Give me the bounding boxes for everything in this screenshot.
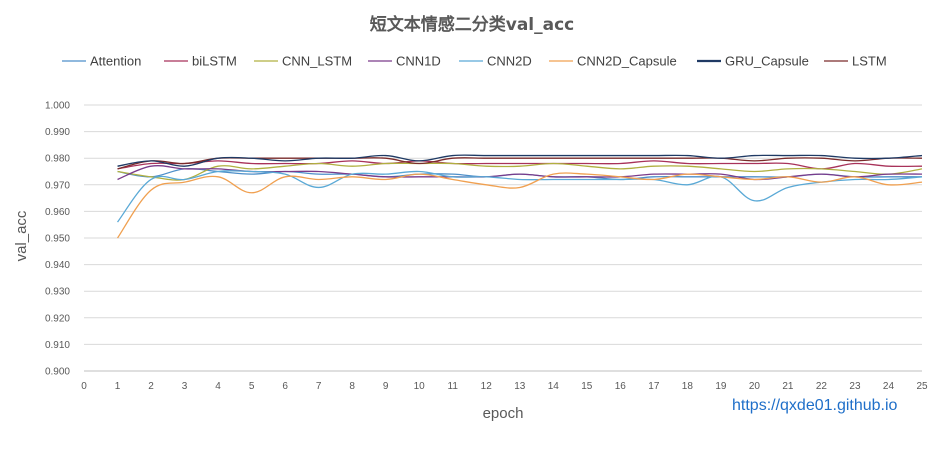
x-tick-label: 11 — [448, 381, 459, 392]
gridlines — [84, 104, 922, 345]
series-line-cnn2d — [117, 170, 923, 223]
y-tick-label: 0.960 — [45, 207, 70, 218]
legend-label: GRU_Capsule — [725, 54, 809, 69]
x-tick-label: 14 — [548, 381, 560, 392]
x-tick-label: 16 — [615, 381, 627, 392]
legend: Attention biLSTM CNN_LSTM CNN1D CNN2D CNN2D_C… — [62, 54, 887, 69]
x-tick-label: 0 — [81, 381, 87, 392]
legend-label: biLSTM — [192, 54, 237, 69]
series-line-cnn2d-capsule — [116, 172, 923, 239]
legend-label: LSTM — [852, 54, 887, 69]
legend-item-cnn2d: CNN2D — [459, 54, 532, 69]
y-tick-label: 0.940 — [45, 260, 70, 271]
series-lines — [116, 154, 923, 239]
x-tick-label: 17 — [648, 381, 660, 392]
x-tick-label: 10 — [414, 381, 426, 392]
y-tick-label: 0.950 — [45, 234, 70, 245]
series-line-gru-capsule — [117, 154, 923, 167]
legend-item-cnn2d-capsule: CNN2D_Capsule — [549, 54, 677, 69]
y-axis-title: val_acc — [13, 210, 30, 261]
x-tick-label: 24 — [883, 381, 895, 392]
x-tick-label: 1 — [115, 381, 121, 392]
x-tick-label: 9 — [383, 381, 389, 392]
y-tick-labels: 0.900 0.910 0.920 0.930 0.940 0.950 0.960 0.970… — [45, 101, 70, 378]
legend-item-cnn-lstm: CNN_LSTM — [254, 54, 352, 69]
x-tick-label: 6 — [282, 381, 288, 392]
legend-item-bilstm: biLSTM — [164, 54, 237, 69]
y-tick-label: 1.000 — [45, 101, 70, 112]
x-tick-label: 12 — [481, 381, 493, 392]
chart-title: 短文本情感二分类val_acc — [370, 14, 575, 35]
legend-item-lstm: LSTM — [824, 54, 887, 69]
x-tick-label: 5 — [249, 381, 255, 392]
y-tick-label: 0.990 — [45, 127, 70, 138]
x-tick-labels: 0 1 2 3 4 5 6 7 8 9 10 11 12 13 14 15 16 17 18 19 20 21 22 23 24… — [81, 381, 928, 392]
legend-label: CNN_LSTM — [282, 54, 352, 69]
x-tick-label: 15 — [581, 381, 593, 392]
x-tick-label: 3 — [182, 381, 188, 392]
legend-label: Attention — [90, 54, 141, 69]
y-tick-label: 0.920 — [45, 313, 70, 324]
legend-label: CNN2D — [487, 54, 532, 69]
x-tick-label: 25 — [916, 381, 928, 392]
legend-item-cnn1d: CNN1D — [368, 54, 441, 69]
x-tick-label: 18 — [682, 381, 694, 392]
legend-label: CNN1D — [396, 54, 441, 69]
watermark-link[interactable]: https://qxde01.github.io — [732, 397, 898, 414]
series-line-bilstm — [117, 160, 923, 170]
x-tick-label: 2 — [148, 381, 154, 392]
y-tick-label: 0.930 — [45, 287, 70, 298]
x-tick-label: 20 — [749, 381, 761, 392]
x-tick-label: 19 — [715, 381, 727, 392]
y-tick-label: 0.910 — [45, 340, 70, 351]
x-tick-label: 4 — [215, 381, 221, 392]
x-tick-label: 8 — [349, 381, 355, 392]
x-tick-label: 22 — [816, 381, 828, 392]
x-tick-label: 13 — [514, 381, 526, 392]
x-tick-label: 23 — [849, 381, 861, 392]
legend-item-gru-capsule: GRU_Capsule — [697, 54, 809, 69]
y-tick-label: 0.980 — [45, 154, 70, 165]
legend-label: CNN2D_Capsule — [577, 54, 677, 69]
x-tick-label: 7 — [316, 381, 322, 392]
legend-item-attention: Attention — [62, 54, 141, 69]
y-tick-label: 0.970 — [45, 180, 70, 191]
y-tick-label: 0.900 — [45, 367, 70, 378]
series-line-cnn-lstm — [117, 162, 923, 181]
x-axis-title: epoch — [483, 405, 524, 422]
x-tick-label: 21 — [782, 381, 794, 392]
